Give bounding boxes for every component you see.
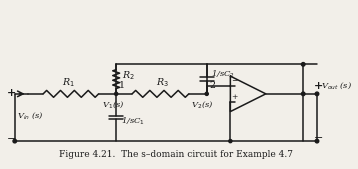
Circle shape	[205, 92, 208, 95]
Text: +: +	[314, 80, 324, 91]
Text: R$_1$: R$_1$	[62, 76, 76, 89]
Text: −: −	[231, 77, 237, 85]
Circle shape	[13, 139, 16, 143]
Circle shape	[315, 139, 319, 143]
Circle shape	[115, 92, 118, 95]
Text: 1/sC$_2$: 1/sC$_2$	[211, 68, 235, 80]
Circle shape	[301, 92, 305, 96]
Text: V$_{out}$ (s): V$_{out}$ (s)	[321, 80, 352, 91]
Text: +: +	[7, 87, 16, 98]
Text: R$_3$: R$_3$	[156, 76, 169, 89]
Text: 1: 1	[119, 81, 125, 90]
Text: V$_2$(s): V$_2$(s)	[190, 99, 213, 110]
Text: +: +	[231, 93, 237, 101]
Text: 2: 2	[210, 81, 216, 90]
Text: −: −	[7, 134, 16, 144]
Text: −: −	[314, 133, 324, 143]
Circle shape	[301, 63, 305, 66]
Text: R$_2$: R$_2$	[122, 70, 135, 82]
Circle shape	[229, 140, 232, 143]
Text: 1/sC$_1$: 1/sC$_1$	[121, 116, 145, 127]
Circle shape	[315, 92, 319, 96]
Text: Figure 4.21.  The s–domain circuit for Example 4.7: Figure 4.21. The s–domain circuit for Ex…	[59, 150, 293, 159]
Text: V$_{in}$ (s): V$_{in}$ (s)	[17, 110, 44, 121]
Text: V$_1$(s): V$_1$(s)	[102, 99, 125, 110]
